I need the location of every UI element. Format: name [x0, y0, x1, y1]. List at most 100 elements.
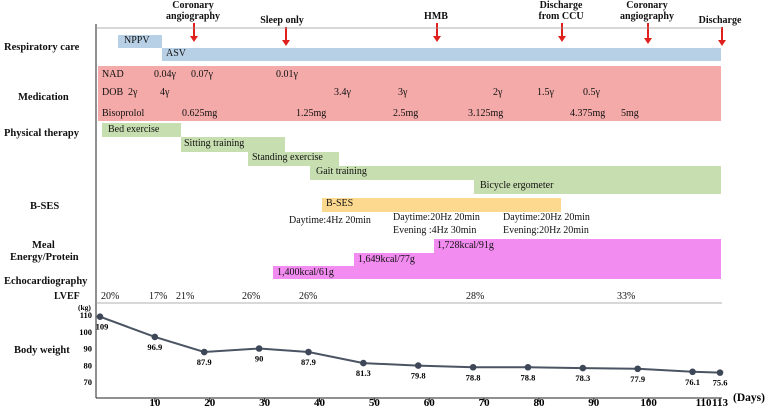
dob-dose-5: 1.5γ: [537, 87, 554, 98]
biso-dose-1: 1.25mg: [296, 108, 327, 119]
body-weight-point-12: [716, 369, 724, 376]
y-tick-label-2: 90: [84, 344, 93, 354]
x-tick-label-0: 10: [149, 397, 161, 408]
dob-dose-6: 0.5γ: [583, 87, 600, 98]
text-meal-1: 1,400kcal/61g: [277, 267, 334, 278]
bar-meal-1: [273, 266, 721, 279]
body-weight-point-5: [360, 359, 367, 367]
label-lvef: LVEF: [54, 291, 80, 302]
body-weight-point-10: [634, 365, 641, 373]
lvef-3: 26%: [242, 291, 261, 302]
label-meal: Meal: [32, 240, 55, 251]
x-tick-label-6: 70: [479, 397, 491, 408]
text-meal-2: 1,649kcal/77g: [358, 254, 415, 265]
body-weight-point-9: [579, 364, 587, 372]
x-tick-label-5: 60: [424, 397, 436, 408]
text-bed-exercise: Bed exercise: [108, 124, 160, 135]
text-bisoprolol: Bisoprolol: [102, 108, 145, 119]
text-sitting-training: Sitting training: [184, 138, 245, 149]
text-bses: B-SES: [326, 198, 354, 209]
event-arrow-6: [718, 27, 725, 46]
bses-note-3: Daytime:20Hz 20min: [503, 212, 590, 223]
dob-dose-3: 3γ: [398, 87, 408, 98]
body-weight-point-2: [200, 348, 208, 356]
bar-standing-exercise: [248, 152, 339, 166]
x-tick-label-10: 110: [696, 397, 712, 408]
text-standing-exercise: Standing exercise: [252, 152, 323, 163]
body-weight-point-7: [469, 363, 477, 371]
x-tick-label-3: 40: [314, 397, 326, 408]
lvef-1: 17%: [149, 291, 168, 302]
text-nad: NAD: [102, 69, 124, 80]
event-hmb: HMB: [424, 11, 448, 22]
bar-bed-exercise: [102, 123, 181, 137]
biso-dose-4: 4.375mg: [570, 108, 606, 119]
event-coronary-angiography-2: Coronary angiography: [620, 0, 674, 22]
body-weight-label-3: 90: [255, 354, 264, 364]
body-weight-label-12: 75.6: [713, 378, 728, 388]
text-dob: DOB: [102, 87, 124, 98]
body-weight-label-9: 78.3: [575, 373, 590, 383]
x-tick-label-11: 113: [712, 397, 728, 408]
text-bicycle-ergometer: Bicycle ergometer: [480, 180, 554, 191]
event-arrow-2: [282, 27, 289, 46]
body-weight-label-4: 87.9: [301, 357, 316, 367]
event-arrow-4: [558, 23, 565, 42]
event-arrow-1: [190, 23, 197, 42]
dob-dose-2: 3.4γ: [334, 87, 351, 98]
event-discharge-from-ccu: Discharge from CCU: [538, 0, 584, 22]
body-weight-point-1: [151, 333, 159, 341]
text-meal-3: 1,728kcal/91g: [437, 240, 494, 251]
bar-medication: [98, 66, 721, 121]
body-weight-point-3: [255, 345, 263, 352]
dob-dose-1: 4γ: [160, 87, 170, 98]
body-weight-label-8: 78.8: [521, 372, 536, 382]
body-weight-label-11: 76.1: [685, 377, 700, 387]
y-unit-label: (kg): [78, 303, 91, 312]
body-weight-point-4: [305, 348, 312, 356]
body-weight-point-6: [414, 362, 422, 369]
body-weight-label-7: 78.8: [466, 372, 481, 382]
bar-sitting-training: [181, 137, 285, 152]
nad-dose-1: 0.07γ: [191, 69, 213, 80]
text-gait-training: Gait training: [316, 166, 367, 177]
dob-dose-0: 2γ: [128, 87, 138, 98]
x-tick-label-2: 30: [259, 397, 271, 408]
label-physical-therapy: Physical therapy: [4, 128, 79, 139]
bses-note-1: Daytime:20Hz 20min: [393, 212, 480, 223]
y-tick-label-4: 110: [80, 310, 92, 320]
biso-dose-5: 5mg: [621, 108, 639, 119]
body-weight-point-11: [689, 368, 696, 376]
bar-meal-3: [434, 239, 721, 253]
bar-asv: [162, 48, 721, 61]
lvef-0: 20%: [101, 291, 120, 302]
x-tick-label-4: 50: [369, 397, 381, 408]
event-sleep-only: Sleep only: [260, 15, 304, 26]
lvef-4: 26%: [299, 291, 318, 302]
label-body-weight: Body weight: [14, 345, 70, 356]
label-medication: Medication: [18, 92, 69, 103]
x-tick-label-7: 80: [533, 397, 545, 408]
body-weight-label-1: 96.9: [147, 342, 162, 352]
body-weight-point-0: [96, 313, 104, 320]
bses-note-2: Evening :4Hz 30min: [393, 225, 477, 236]
x-tick-label-9: 100: [640, 397, 657, 408]
text-asv: ASV: [166, 48, 187, 59]
event-discharge: Discharge: [698, 15, 742, 26]
bar-gait-training: [310, 166, 721, 180]
lvef-6: 33%: [617, 291, 636, 302]
body-weight-label-2: 87.9: [197, 357, 212, 367]
bar-nppv: [118, 35, 162, 48]
event-arrow-3: [433, 23, 440, 42]
nad-dose-0: 0.04γ: [154, 69, 176, 80]
bar-bicycle-ergometer: [474, 180, 721, 194]
body-weight-point-8: [524, 363, 532, 371]
body-weight-line: [99, 315, 721, 374]
nad-dose-2: 0.01γ: [276, 69, 298, 80]
x-tick-label-1: 20: [204, 397, 216, 408]
body-weight-label-0: 109: [96, 322, 109, 332]
lvef-2: 21%: [176, 291, 195, 302]
label-bses: B-SES: [30, 201, 60, 212]
